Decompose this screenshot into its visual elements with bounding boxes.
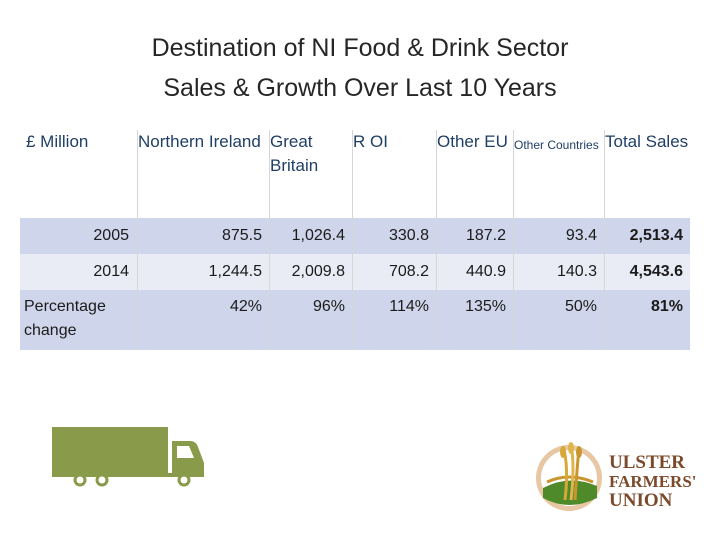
header-other-countries: Other Countries <box>514 130 605 218</box>
cell-other-eu: 440.9 <box>437 254 514 290</box>
table-row: 2005 875.5 1,026.4 330.8 187.2 93.4 2,51… <box>20 218 690 254</box>
cell-great-britain: 1,026.4 <box>270 218 353 254</box>
cell-roi: 708.2 <box>353 254 437 290</box>
header-roi: R OI <box>353 130 437 218</box>
logo-line-2: FARMERS' <box>609 472 697 491</box>
cell-other-countries: 50% <box>514 290 605 350</box>
truck-icon <box>52 427 204 487</box>
page-title: Destination of NI Food & Drink Sector Sa… <box>0 28 720 108</box>
header-other-eu: Other EU <box>437 130 514 218</box>
logo-line-1: ULSTER <box>609 452 685 473</box>
cell-other-eu: 187.2 <box>437 218 514 254</box>
row-label: Percentage change <box>20 290 138 350</box>
cell-roi: 330.8 <box>353 218 437 254</box>
cell-total-sales: 2,513.4 <box>605 218 690 254</box>
header-unit: £ Million <box>20 130 138 218</box>
cell-northern-ireland: 875.5 <box>138 218 270 254</box>
cell-great-britain: 96% <box>270 290 353 350</box>
row-label: 2014 <box>20 254 138 290</box>
table-row: Percentage change 42% 96% 114% 135% 50% … <box>20 290 690 350</box>
cell-great-britain: 2,009.8 <box>270 254 353 290</box>
table-row: 2014 1,244.5 2,009.8 708.2 440.9 140.3 4… <box>20 254 690 290</box>
title-line-2: Sales & Growth Over Last 10 Years <box>163 74 557 102</box>
table-header-row: £ Million Northern Ireland Great Britain… <box>20 130 690 218</box>
cell-other-countries: 93.4 <box>514 218 605 254</box>
cell-total-sales: 4,543.6 <box>605 254 690 290</box>
header-great-britain: Great Britain <box>270 130 353 218</box>
sales-table: £ Million Northern Ireland Great Britain… <box>20 130 690 350</box>
ulster-farmers-union-logo: ULSTER FARMERS' UNION <box>536 442 697 511</box>
cell-roi: 114% <box>353 290 437 350</box>
cell-northern-ireland: 42% <box>138 290 270 350</box>
cell-other-countries: 140.3 <box>514 254 605 290</box>
row-label: 2005 <box>20 218 138 254</box>
title-line-1: Destination of NI Food & Drink Sector <box>151 34 569 62</box>
header-total-sales: Total Sales <box>605 130 690 218</box>
header-northern-ireland: Northern Ireland <box>138 130 270 218</box>
cell-northern-ireland: 1,244.5 <box>138 254 270 290</box>
cell-other-eu: 135% <box>437 290 514 350</box>
logo-line-3: UNION <box>609 490 673 511</box>
cell-total-sales: 81% <box>605 290 690 350</box>
